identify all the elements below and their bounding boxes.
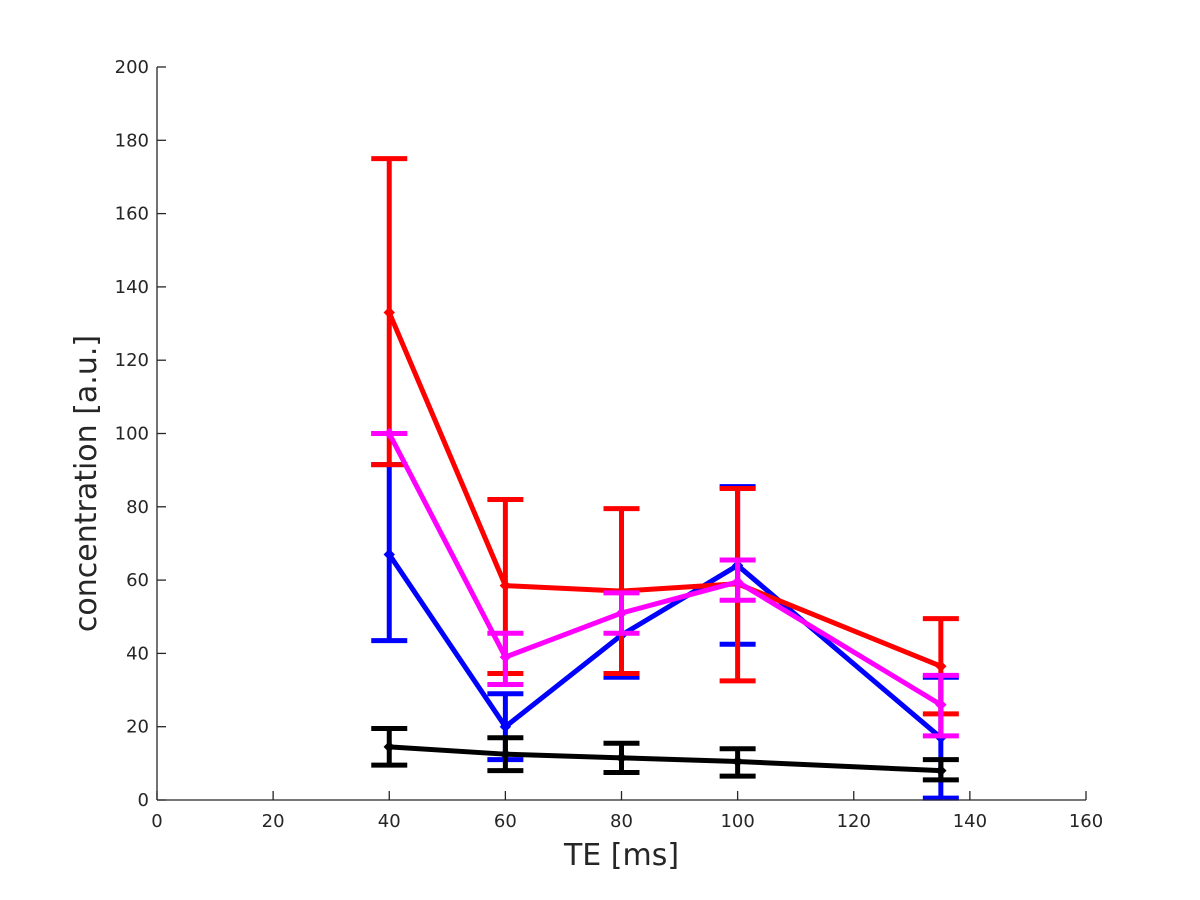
data-point-black <box>499 748 512 760</box>
x-tick-label: 20 <box>262 811 285 832</box>
data-point-red <box>499 579 512 592</box>
y-tick-label: 40 <box>126 643 149 664</box>
y-tick-label: 0 <box>138 790 149 811</box>
x-tick-label: 60 <box>494 811 517 832</box>
data-point-black <box>615 752 628 764</box>
y-tick-label: 160 <box>115 204 149 225</box>
y-ticks: 0 20 40 60 80 100 120 140 160 180 200 <box>115 57 166 811</box>
axes <box>156 67 1086 801</box>
series-line-black <box>389 744 941 774</box>
x-tick-label: 160 <box>1069 811 1103 832</box>
data-point-magenta <box>383 427 395 440</box>
data-point-magenta <box>615 607 628 619</box>
series-black <box>371 726 959 783</box>
y-tick-label: 200 <box>115 57 149 78</box>
y-axis-title: concentration [a.u.] <box>69 335 104 632</box>
x-tick-label: 0 <box>151 811 162 832</box>
series-line-blue <box>387 553 943 740</box>
data-point-black <box>731 755 744 768</box>
y-tick-label: 180 <box>115 130 149 151</box>
y-tick-label: 60 <box>126 570 149 591</box>
series-line-red <box>386 311 942 669</box>
x-tick-label: 80 <box>610 811 633 832</box>
y-tick-label: 120 <box>115 350 149 371</box>
series-line-magenta <box>387 432 943 707</box>
data-point-blue <box>383 548 395 561</box>
x-axis-title: TE [ms] <box>563 838 679 873</box>
series-magenta <box>371 427 959 739</box>
y-tick-label: 80 <box>126 497 149 518</box>
x-tick-label: 100 <box>720 811 754 832</box>
plot-area <box>371 156 959 801</box>
x-tick-label: 120 <box>837 811 871 832</box>
y-tick-label: 140 <box>115 277 149 298</box>
data-point-magenta <box>935 699 947 711</box>
series-blue <box>371 462 959 801</box>
data-point-black <box>935 764 947 777</box>
y-tick-label: 100 <box>115 424 149 445</box>
data-point-magenta <box>499 651 512 663</box>
data-point-magenta <box>731 576 744 588</box>
data-point-red <box>383 306 395 319</box>
x-tick-label: 140 <box>953 811 987 832</box>
data-point-black <box>383 741 395 753</box>
data-point-red <box>935 660 947 672</box>
data-point-blue <box>499 720 512 733</box>
x-tick-label: 40 <box>378 811 401 832</box>
y-tick-label: 20 <box>126 717 149 738</box>
x-ticks: 0 20 40 60 80 100 120 140 160 <box>151 791 1103 832</box>
series-red <box>371 156 959 717</box>
